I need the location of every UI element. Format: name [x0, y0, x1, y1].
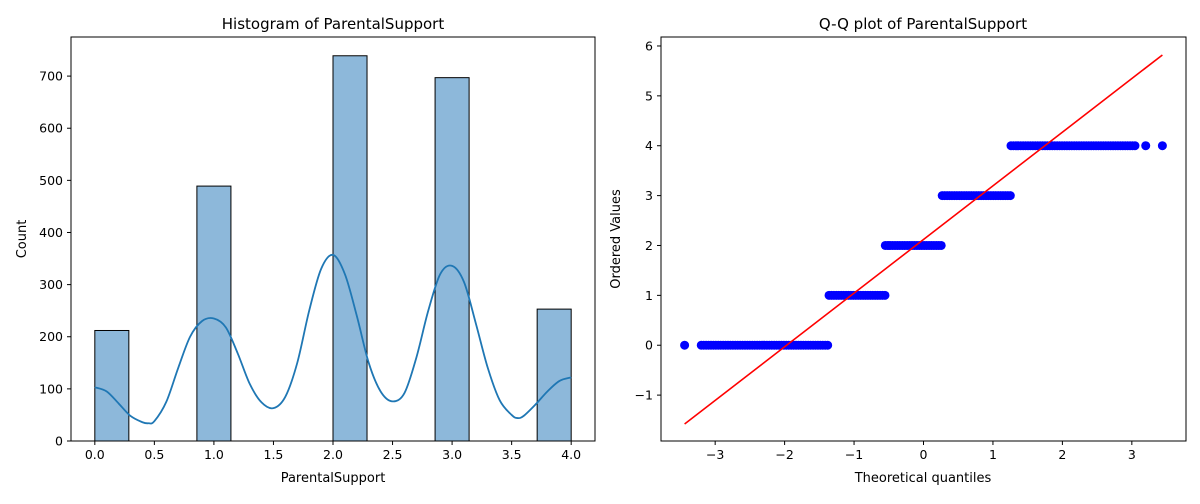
qq-y-tick-label: 5 — [645, 88, 653, 103]
histogram-x-tick-label: 0.5 — [144, 447, 164, 462]
qq-point — [1157, 141, 1167, 151]
qq-y-tick-label: 4 — [645, 138, 653, 153]
qq-y-tick-label: 2 — [645, 238, 653, 253]
qq-y-ticks: −1 0 1 2 3 4 5 6 — [635, 38, 661, 403]
histogram-x-tick-label: 4.0 — [561, 447, 581, 462]
histogram-x-tick-label: 2.0 — [323, 447, 343, 462]
histogram-bar — [536, 308, 572, 442]
qq-y-axis-label: Ordered Values — [609, 189, 624, 289]
histogram-y-tick-label: 500 — [39, 173, 63, 188]
qq-y-tick-label: 6 — [645, 38, 653, 53]
qq-y-tick-label: 3 — [645, 188, 653, 203]
histogram-bar — [332, 55, 368, 442]
qq-x-axis-label: Theoretical quantiles — [854, 471, 992, 486]
histogram-bar — [196, 185, 232, 442]
qq-point — [680, 340, 690, 350]
qq-point — [880, 290, 890, 300]
qq-x-ticks: −3 −2 −1 0 1 2 3 — [706, 441, 1136, 462]
histogram-y-axis-label: Count — [15, 220, 30, 259]
qq-y-tick-label: −1 — [635, 388, 653, 403]
qq-point — [1141, 141, 1151, 151]
histogram-bar — [434, 77, 470, 442]
histogram-y-tick-label: 0 — [55, 434, 63, 449]
qq-x-tick-label: −1 — [845, 447, 863, 462]
histogram-y-tick-label: 600 — [39, 121, 63, 136]
qq-points — [680, 141, 1167, 350]
qq-y-tick-label: 1 — [645, 288, 653, 303]
qq-fit-line — [684, 54, 1163, 425]
qq-x-tick-label: −3 — [706, 447, 724, 462]
qq-x-tick-label: 0 — [920, 447, 928, 462]
histogram-y-tick-label: 400 — [39, 225, 63, 240]
histogram-chart: Histogram of ParentalSupport 0.0 0.5 1.0 1.… — [15, 15, 596, 486]
qq-point — [1130, 141, 1140, 151]
histogram-x-tick-label: 0.0 — [85, 447, 105, 462]
qq-title: Q-Q plot of ParentalSupport — [819, 15, 1027, 33]
histogram-y-tick-label: 300 — [39, 277, 63, 292]
histogram-x-tick-label: 1.5 — [264, 447, 284, 462]
qq-x-tick-label: 3 — [1128, 447, 1136, 462]
qq-x-tick-label: −2 — [775, 447, 793, 462]
qq-point — [823, 340, 833, 350]
qq-point — [1005, 191, 1015, 201]
histogram-y-tick-label: 100 — [39, 381, 63, 396]
qq-plot-chart: Q-Q plot of ParentalSupport −3 −2 −1 0 1 2 3 −… — [609, 15, 1187, 486]
histogram-x-tick-label: 3.0 — [442, 447, 462, 462]
histogram-x-tick-label: 2.5 — [383, 447, 403, 462]
histogram-axes-frame — [70, 36, 596, 442]
histogram-bar — [94, 329, 130, 442]
qq-x-tick-label: 2 — [1058, 447, 1066, 462]
histogram-y-ticks: 0 100 200 300 400 500 600 700 — [39, 69, 71, 449]
histogram-bars — [94, 55, 572, 442]
histogram-x-axis-label: ParentalSupport — [281, 471, 386, 486]
histogram-x-tick-label: 3.5 — [502, 447, 522, 462]
histogram-x-tick-label: 1.0 — [204, 447, 224, 462]
qq-point — [936, 240, 946, 250]
qq-axes-frame — [660, 36, 1187, 442]
histogram-y-tick-label: 200 — [39, 329, 63, 344]
histogram-kde-line — [94, 253, 572, 425]
qq-x-tick-label: 1 — [989, 447, 997, 462]
histogram-title: Histogram of ParentalSupport — [222, 15, 445, 33]
histogram-x-ticks: 0.0 0.5 1.0 1.5 2.0 2.5 3.0 3.5 4.0 — [85, 441, 581, 462]
histogram-y-tick-label: 700 — [39, 69, 63, 84]
qq-y-tick-label: 0 — [645, 338, 653, 353]
